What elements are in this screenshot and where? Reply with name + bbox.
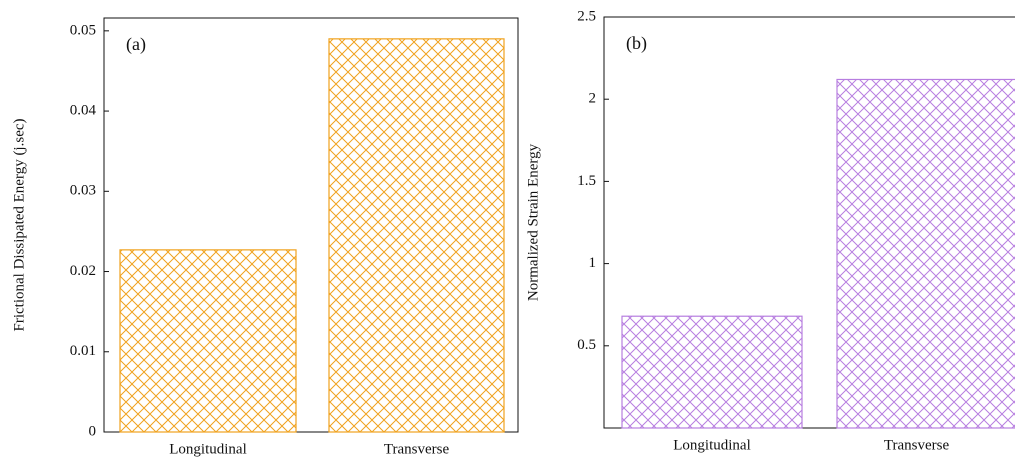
plot-frame [103, 17, 519, 433]
bar [328, 38, 505, 433]
y-tick-label: 0.05 [70, 22, 96, 38]
panel-label: (a) [126, 34, 146, 55]
bar [119, 249, 297, 433]
y-tick-label: 0.02 [70, 263, 96, 279]
y-axis-label: Normalized Strain Energy [525, 143, 541, 301]
x-tick-label: Longitudinal [673, 437, 751, 453]
y-tick-label: 1 [589, 255, 597, 271]
y-tick-label: 2 [589, 91, 597, 107]
bar [621, 315, 803, 429]
bar [836, 78, 1015, 429]
y-axis-label: Frictional Dissipated Energy (j.sec) [11, 118, 27, 331]
y-tick-label: 0.01 [70, 343, 96, 359]
y-tick-label: 0.03 [70, 183, 96, 199]
panel-label: (b) [626, 33, 647, 54]
plot-frame [603, 16, 1015, 429]
x-tick-label: Longitudinal [169, 441, 247, 457]
y-tick-label: 0 [89, 423, 97, 439]
x-tick-label: Transverse [884, 437, 950, 453]
y-tick-label: 0.5 [577, 337, 596, 353]
y-tick-label: 0.04 [70, 103, 97, 119]
y-tick-label: 1.5 [577, 173, 596, 189]
x-tick-label: Transverse [384, 441, 450, 457]
y-tick-label: 2.5 [577, 8, 596, 24]
